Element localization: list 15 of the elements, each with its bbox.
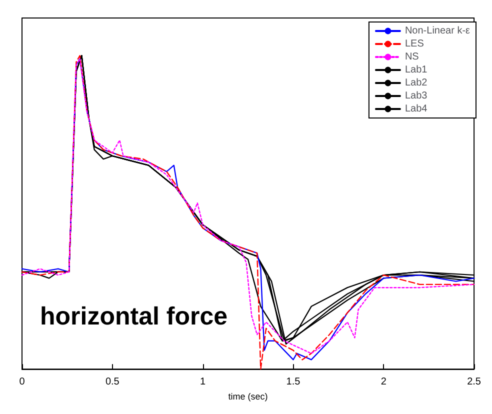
annotation: horizontal force — [40, 302, 228, 330]
x-axis-title: time (sec) — [228, 392, 268, 402]
legend-label: Lab2 — [404, 78, 428, 88]
legend-label: NS — [404, 52, 420, 62]
legend-label: LES — [404, 38, 424, 50]
x-tick-label: 2 — [380, 376, 387, 388]
legend-label: Lab4 — [404, 104, 428, 114]
x-tick-label: 1 — [200, 376, 206, 388]
x-tick-label: 0 — [19, 376, 26, 388]
x-tick-label: 2.5 — [467, 376, 482, 388]
legend-label: Lab3 — [404, 90, 428, 102]
legend-label: Non-Linear k-ε — [404, 26, 471, 36]
legend-label: Lab1 — [404, 64, 428, 76]
x-tick-label: 0.5 — [105, 376, 120, 388]
x-tick-label: 1.5 — [286, 376, 301, 388]
